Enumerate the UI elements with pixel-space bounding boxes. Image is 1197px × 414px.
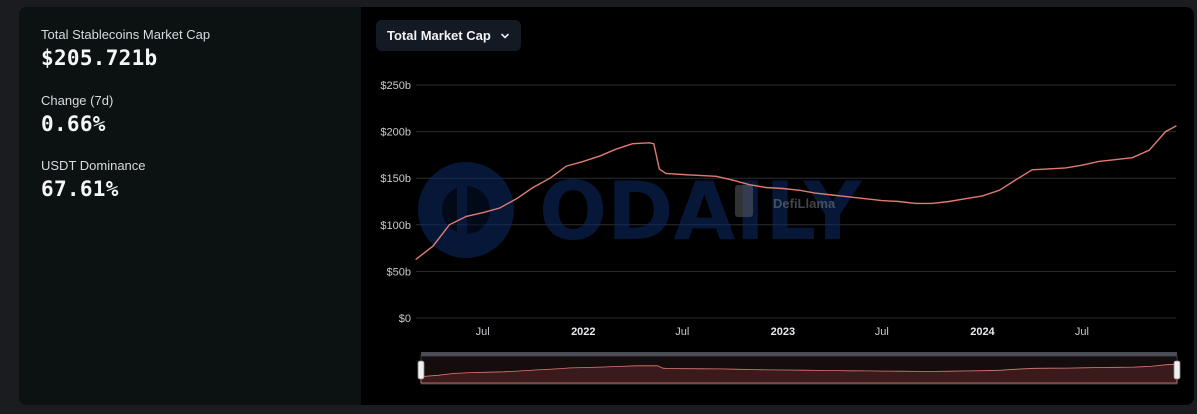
data-point	[1014, 179, 1016, 181]
data-point	[915, 202, 917, 204]
odaily-watermark: ODAILY	[418, 162, 863, 258]
data-point	[1098, 160, 1100, 163]
dropdown-label: Total Market Cap	[387, 28, 491, 43]
data-point	[948, 200, 950, 203]
data-point	[549, 177, 551, 179]
y-tick-label: $200b	[380, 127, 411, 139]
stat-value: 67.61%	[41, 177, 119, 201]
y-tick-label: $0	[399, 313, 411, 325]
data-point	[1031, 169, 1033, 171]
data-point	[499, 207, 501, 209]
stat-label: Change (7d)	[41, 93, 114, 108]
metric-dropdown[interactable]: Total Market Cap	[376, 20, 521, 51]
stat-label: USDT Dominance	[41, 158, 146, 173]
data-point	[782, 187, 784, 190]
data-point	[482, 212, 484, 214]
data-point	[1064, 167, 1067, 169]
y-tick-label: $250b	[380, 80, 411, 92]
range-brush[interactable]	[417, 352, 1181, 385]
defillama-watermark: DefiLlama	[735, 185, 836, 217]
data-point	[931, 202, 933, 204]
data-point	[658, 168, 660, 170]
data-point	[614, 148, 617, 150]
stat-total-market-cap: Total Stablecoins Market Cap $205.721b	[41, 27, 210, 70]
data-point	[432, 245, 434, 247]
llama-logo-icon	[735, 185, 753, 217]
data-point	[847, 196, 850, 198]
chart-panel: Total Stablecoins Market Cap $205.721b C…	[19, 7, 1194, 405]
data-point	[415, 258, 417, 260]
data-point	[665, 172, 667, 175]
data-point	[631, 143, 634, 145]
data-point	[964, 198, 967, 200]
data-point	[448, 224, 450, 226]
stat-change-7d: Change (7d) 0.66%	[41, 93, 113, 136]
data-point	[831, 194, 833, 196]
data-point	[648, 142, 650, 144]
data-point	[653, 143, 655, 145]
x-tick-label: 2022	[571, 326, 595, 338]
data-point	[532, 186, 534, 189]
stat-value: 0.66%	[41, 112, 106, 136]
x-tick-label: Jul	[1075, 326, 1089, 338]
x-tick-label: 2024	[970, 326, 995, 338]
x-tick-label: Jul	[675, 326, 689, 338]
data-point	[799, 189, 801, 191]
data-point	[516, 198, 518, 200]
chevron-down-icon	[500, 33, 509, 38]
data-point	[1148, 149, 1150, 151]
data-point	[814, 192, 816, 194]
data-point	[864, 198, 867, 200]
data-point	[981, 195, 984, 197]
data-point	[465, 215, 467, 218]
data-point	[998, 189, 1000, 191]
data-point	[898, 200, 900, 203]
data-point	[765, 186, 767, 189]
stat-usdt-dominance: USDT Dominance 67.61%	[41, 158, 146, 201]
data-point	[565, 165, 567, 167]
stat-label: Total Stablecoins Market Cap	[41, 27, 211, 42]
data-point	[1115, 158, 1117, 161]
defillama-watermark-text: DefiLlama	[773, 196, 836, 211]
y-tick-label: $50b	[387, 266, 411, 278]
y-tick-label: $150b	[380, 173, 411, 185]
x-tick-label: Jul	[875, 326, 889, 338]
market-cap-chart: ODAILY DefiLlama $0 $50b $100b $150b $200b $2…	[380, 80, 1181, 385]
data-point	[1165, 131, 1167, 133]
brush-preview-area	[420, 363, 1178, 384]
data-point	[599, 155, 601, 157]
data-point	[681, 173, 683, 176]
x-tick-label: Jul	[476, 326, 490, 338]
data-point	[1048, 168, 1050, 170]
data-point	[582, 160, 584, 163]
brush-handle-right[interactable]	[1173, 360, 1181, 380]
data-point	[748, 184, 751, 186]
data-point	[731, 179, 734, 181]
data-point	[1081, 164, 1083, 166]
data-point	[698, 174, 700, 177]
data-point	[1175, 125, 1177, 127]
y-tick-label: $100b	[380, 220, 411, 232]
data-point	[1131, 157, 1133, 159]
data-point	[715, 175, 717, 177]
odaily-watermark-text: ODAILY	[539, 165, 863, 258]
brush-handle-left[interactable]	[417, 360, 425, 380]
stat-value: $205.721b	[41, 46, 158, 70]
data-point	[881, 199, 883, 202]
x-tick-label: 2023	[771, 326, 795, 338]
brush-range-bar[interactable]	[421, 352, 1177, 356]
stats-sidebar: Total Stablecoins Market Cap $205.721b C…	[19, 7, 361, 405]
